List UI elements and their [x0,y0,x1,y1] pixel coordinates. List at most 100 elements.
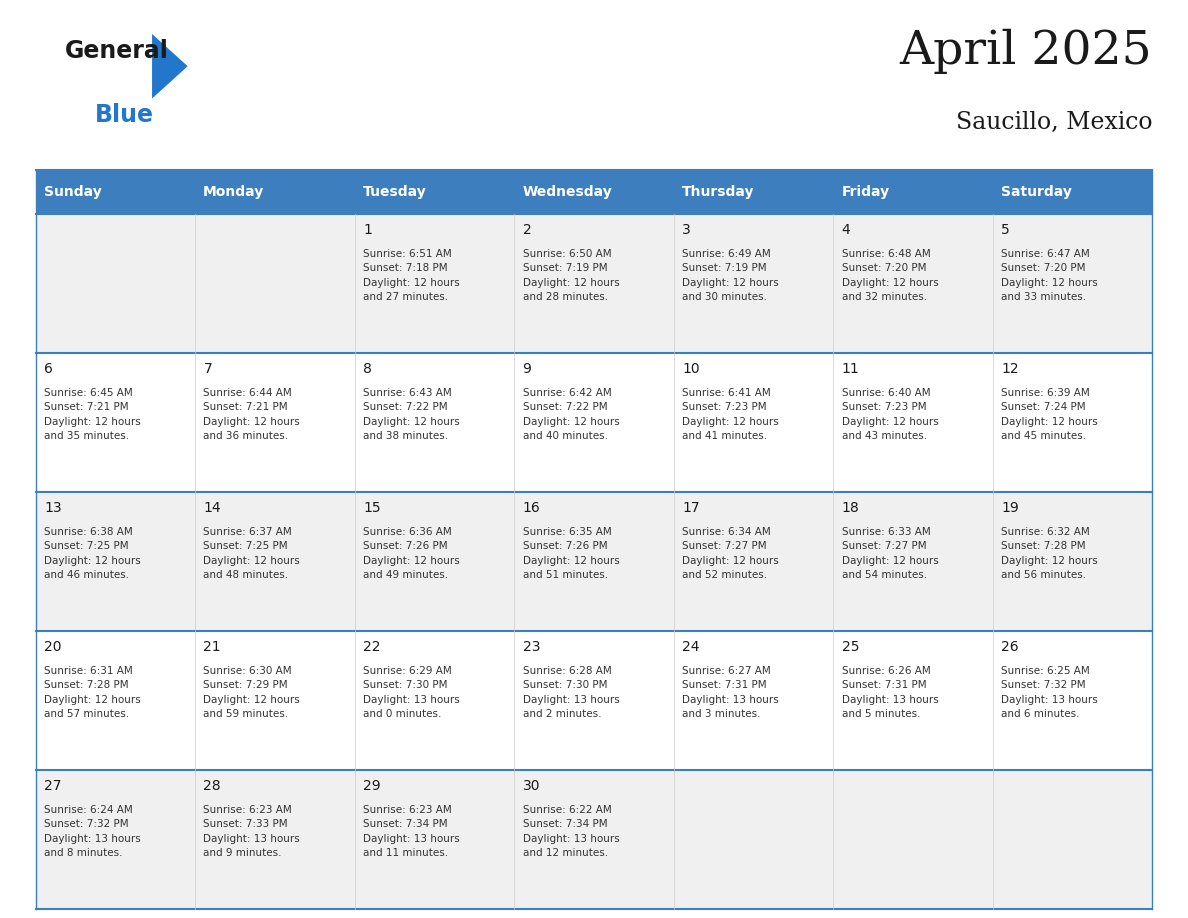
FancyBboxPatch shape [514,631,674,770]
Text: 3: 3 [682,223,691,237]
Text: 13: 13 [44,501,62,515]
Text: Blue: Blue [95,104,154,128]
Text: 4: 4 [841,223,851,237]
Text: 10: 10 [682,362,700,376]
Text: Sunrise: 6:43 AM
Sunset: 7:22 PM
Daylight: 12 hours
and 38 minutes.: Sunrise: 6:43 AM Sunset: 7:22 PM Dayligh… [364,387,460,441]
FancyBboxPatch shape [993,631,1152,770]
FancyBboxPatch shape [514,170,674,214]
Text: 11: 11 [841,362,859,376]
FancyBboxPatch shape [36,353,195,492]
FancyBboxPatch shape [674,214,833,353]
Text: Sunrise: 6:45 AM
Sunset: 7:21 PM
Daylight: 12 hours
and 35 minutes.: Sunrise: 6:45 AM Sunset: 7:21 PM Dayligh… [44,387,140,441]
FancyBboxPatch shape [36,170,195,214]
Text: Sunrise: 6:23 AM
Sunset: 7:33 PM
Daylight: 13 hours
and 9 minutes.: Sunrise: 6:23 AM Sunset: 7:33 PM Dayligh… [203,805,301,858]
FancyBboxPatch shape [36,492,195,631]
Text: 27: 27 [44,779,62,793]
FancyBboxPatch shape [993,353,1152,492]
Text: Sunrise: 6:39 AM
Sunset: 7:24 PM
Daylight: 12 hours
and 45 minutes.: Sunrise: 6:39 AM Sunset: 7:24 PM Dayligh… [1001,387,1098,441]
FancyBboxPatch shape [355,770,514,909]
FancyBboxPatch shape [36,770,195,909]
Text: 1: 1 [364,223,372,237]
Text: 7: 7 [203,362,213,376]
Text: 25: 25 [841,640,859,654]
Text: Sunrise: 6:22 AM
Sunset: 7:34 PM
Daylight: 13 hours
and 12 minutes.: Sunrise: 6:22 AM Sunset: 7:34 PM Dayligh… [523,805,619,858]
Text: Sunrise: 6:50 AM
Sunset: 7:19 PM
Daylight: 12 hours
and 28 minutes.: Sunrise: 6:50 AM Sunset: 7:19 PM Dayligh… [523,249,619,302]
Text: Sunrise: 6:47 AM
Sunset: 7:20 PM
Daylight: 12 hours
and 33 minutes.: Sunrise: 6:47 AM Sunset: 7:20 PM Dayligh… [1001,249,1098,302]
FancyBboxPatch shape [514,770,674,909]
Text: 9: 9 [523,362,531,376]
FancyBboxPatch shape [674,492,833,631]
Text: Sunrise: 6:34 AM
Sunset: 7:27 PM
Daylight: 12 hours
and 52 minutes.: Sunrise: 6:34 AM Sunset: 7:27 PM Dayligh… [682,527,779,580]
FancyBboxPatch shape [514,214,674,353]
Text: 28: 28 [203,779,221,793]
FancyBboxPatch shape [674,170,833,214]
Text: 30: 30 [523,779,541,793]
Text: 15: 15 [364,501,380,515]
Text: Tuesday: Tuesday [362,185,426,199]
Text: Sunrise: 6:26 AM
Sunset: 7:31 PM
Daylight: 13 hours
and 5 minutes.: Sunrise: 6:26 AM Sunset: 7:31 PM Dayligh… [841,666,939,719]
Text: 24: 24 [682,640,700,654]
FancyBboxPatch shape [833,170,993,214]
FancyBboxPatch shape [993,214,1152,353]
FancyBboxPatch shape [514,492,674,631]
Text: 2: 2 [523,223,531,237]
Text: Sunrise: 6:23 AM
Sunset: 7:34 PM
Daylight: 13 hours
and 11 minutes.: Sunrise: 6:23 AM Sunset: 7:34 PM Dayligh… [364,805,460,858]
Polygon shape [152,34,188,98]
Text: Friday: Friday [841,185,890,199]
Text: 29: 29 [364,779,380,793]
Text: Saturday: Saturday [1000,185,1072,199]
Text: 18: 18 [841,501,859,515]
Text: 16: 16 [523,501,541,515]
Text: Sunrise: 6:33 AM
Sunset: 7:27 PM
Daylight: 12 hours
and 54 minutes.: Sunrise: 6:33 AM Sunset: 7:27 PM Dayligh… [841,527,939,580]
Text: Sunrise: 6:32 AM
Sunset: 7:28 PM
Daylight: 12 hours
and 56 minutes.: Sunrise: 6:32 AM Sunset: 7:28 PM Dayligh… [1001,527,1098,580]
FancyBboxPatch shape [355,353,514,492]
FancyBboxPatch shape [833,214,993,353]
Text: Monday: Monday [203,185,265,199]
Text: Sunrise: 6:35 AM
Sunset: 7:26 PM
Daylight: 12 hours
and 51 minutes.: Sunrise: 6:35 AM Sunset: 7:26 PM Dayligh… [523,527,619,580]
FancyBboxPatch shape [195,492,355,631]
Text: Sunrise: 6:30 AM
Sunset: 7:29 PM
Daylight: 12 hours
and 59 minutes.: Sunrise: 6:30 AM Sunset: 7:29 PM Dayligh… [203,666,301,719]
FancyBboxPatch shape [674,631,833,770]
Text: Saucillo, Mexico: Saucillo, Mexico [956,111,1152,134]
Text: Sunrise: 6:51 AM
Sunset: 7:18 PM
Daylight: 12 hours
and 27 minutes.: Sunrise: 6:51 AM Sunset: 7:18 PM Dayligh… [364,249,460,302]
Text: Sunrise: 6:41 AM
Sunset: 7:23 PM
Daylight: 12 hours
and 41 minutes.: Sunrise: 6:41 AM Sunset: 7:23 PM Dayligh… [682,387,779,441]
FancyBboxPatch shape [195,631,355,770]
Text: April 2025: April 2025 [899,28,1152,73]
FancyBboxPatch shape [993,170,1152,214]
FancyBboxPatch shape [355,492,514,631]
Text: 19: 19 [1001,501,1019,515]
Text: 17: 17 [682,501,700,515]
FancyBboxPatch shape [355,170,514,214]
Text: Sunrise: 6:49 AM
Sunset: 7:19 PM
Daylight: 12 hours
and 30 minutes.: Sunrise: 6:49 AM Sunset: 7:19 PM Dayligh… [682,249,779,302]
Text: Sunrise: 6:37 AM
Sunset: 7:25 PM
Daylight: 12 hours
and 48 minutes.: Sunrise: 6:37 AM Sunset: 7:25 PM Dayligh… [203,527,301,580]
Text: Sunrise: 6:44 AM
Sunset: 7:21 PM
Daylight: 12 hours
and 36 minutes.: Sunrise: 6:44 AM Sunset: 7:21 PM Dayligh… [203,387,301,441]
Text: 26: 26 [1001,640,1019,654]
FancyBboxPatch shape [514,353,674,492]
Text: 6: 6 [44,362,52,376]
Text: 23: 23 [523,640,541,654]
FancyBboxPatch shape [993,770,1152,909]
FancyBboxPatch shape [355,631,514,770]
Text: Sunrise: 6:27 AM
Sunset: 7:31 PM
Daylight: 13 hours
and 3 minutes.: Sunrise: 6:27 AM Sunset: 7:31 PM Dayligh… [682,666,779,719]
Text: Sunrise: 6:28 AM
Sunset: 7:30 PM
Daylight: 13 hours
and 2 minutes.: Sunrise: 6:28 AM Sunset: 7:30 PM Dayligh… [523,666,619,719]
Text: Thursday: Thursday [682,185,754,199]
Text: Sunrise: 6:36 AM
Sunset: 7:26 PM
Daylight: 12 hours
and 49 minutes.: Sunrise: 6:36 AM Sunset: 7:26 PM Dayligh… [364,527,460,580]
FancyBboxPatch shape [833,492,993,631]
Text: 20: 20 [44,640,62,654]
Text: 14: 14 [203,501,221,515]
FancyBboxPatch shape [833,353,993,492]
Text: Sunrise: 6:48 AM
Sunset: 7:20 PM
Daylight: 12 hours
and 32 minutes.: Sunrise: 6:48 AM Sunset: 7:20 PM Dayligh… [841,249,939,302]
FancyBboxPatch shape [674,770,833,909]
Text: Sunrise: 6:40 AM
Sunset: 7:23 PM
Daylight: 12 hours
and 43 minutes.: Sunrise: 6:40 AM Sunset: 7:23 PM Dayligh… [841,387,939,441]
FancyBboxPatch shape [195,214,355,353]
FancyBboxPatch shape [993,492,1152,631]
Text: Sunrise: 6:29 AM
Sunset: 7:30 PM
Daylight: 13 hours
and 0 minutes.: Sunrise: 6:29 AM Sunset: 7:30 PM Dayligh… [364,666,460,719]
Text: 22: 22 [364,640,380,654]
FancyBboxPatch shape [674,353,833,492]
FancyBboxPatch shape [36,214,195,353]
Text: Sunday: Sunday [44,185,101,199]
FancyBboxPatch shape [195,170,355,214]
FancyBboxPatch shape [36,631,195,770]
Text: Sunrise: 6:31 AM
Sunset: 7:28 PM
Daylight: 12 hours
and 57 minutes.: Sunrise: 6:31 AM Sunset: 7:28 PM Dayligh… [44,666,140,719]
FancyBboxPatch shape [833,770,993,909]
